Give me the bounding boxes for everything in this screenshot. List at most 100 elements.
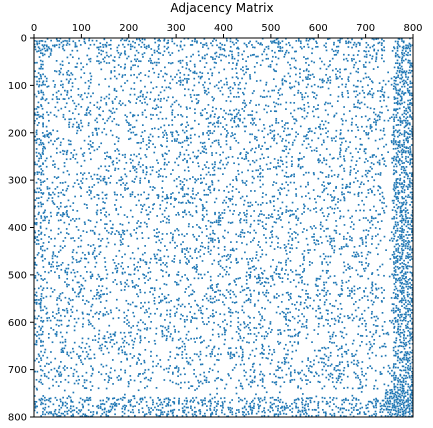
matrix-entry-dot — [34, 223, 37, 225]
matrix-entry-dot — [319, 299, 321, 301]
matrix-entry-dot — [105, 277, 108, 280]
matrix-entry-dot — [100, 49, 103, 52]
matrix-entry-dot — [128, 40, 131, 43]
matrix-entry-dot — [341, 137, 343, 140]
y-tick-label: 600 — [8, 318, 27, 329]
matrix-entry-dot — [355, 251, 358, 254]
matrix-entry-dot — [405, 243, 407, 245]
matrix-entry-dot — [187, 193, 189, 196]
matrix-entry-dot — [209, 221, 212, 224]
matrix-entry-dot — [36, 43, 39, 46]
matrix-entry-dot — [371, 243, 373, 245]
matrix-entry-dot — [307, 143, 310, 146]
matrix-entry-dot — [295, 195, 298, 197]
matrix-entry-dot — [123, 214, 126, 216]
matrix-entry-dot — [74, 78, 77, 80]
matrix-entry-dot — [177, 114, 179, 116]
matrix-entry-dot — [361, 175, 364, 178]
matrix-entry-dot — [259, 95, 262, 98]
matrix-entry-dot — [255, 104, 257, 107]
matrix-entry-dot — [319, 223, 322, 226]
matrix-entry-dot — [225, 157, 228, 160]
matrix-entry-dot — [393, 216, 396, 218]
matrix-entry-dot — [35, 148, 38, 150]
matrix-entry-dot — [183, 157, 186, 160]
matrix-entry-dot — [371, 156, 374, 158]
matrix-entry-dot — [407, 147, 410, 150]
matrix-entry-dot — [397, 193, 400, 195]
matrix-entry-dot — [218, 221, 220, 224]
matrix-entry-dot — [166, 249, 168, 251]
matrix-entry-dot — [130, 161, 132, 164]
matrix-entry-dot — [346, 59, 349, 62]
matrix-entry-dot — [409, 217, 411, 220]
matrix-entry-dot — [399, 81, 402, 84]
matrix-entry-dot — [116, 193, 118, 196]
matrix-entry-dot — [375, 295, 377, 297]
matrix-entry-dot — [257, 169, 259, 172]
matrix-entry-dot — [394, 55, 397, 58]
matrix-entry-dot — [279, 46, 281, 48]
matrix-entry-dot — [113, 262, 116, 264]
matrix-entry-dot — [409, 159, 412, 162]
matrix-entry-dot — [107, 241, 110, 244]
matrix-entry-dot — [124, 285, 126, 288]
matrix-entry-dot — [58, 207, 60, 210]
matrix-entry-dot — [35, 191, 38, 194]
matrix-entry-dot — [408, 256, 411, 258]
matrix-entry-dot — [379, 96, 382, 98]
matrix-entry-dot — [37, 252, 40, 254]
matrix-entry-dot — [321, 212, 324, 214]
matrix-entry-dot — [289, 260, 292, 262]
matrix-entry-dot — [245, 157, 248, 160]
matrix-entry-dot — [167, 39, 170, 42]
matrix-entry-dot — [394, 187, 397, 190]
matrix-entry-dot — [295, 210, 297, 212]
matrix-entry-dot — [275, 119, 278, 122]
matrix-entry-dot — [349, 141, 351, 144]
matrix-entry-dot — [289, 67, 292, 70]
matrix-entry-dot — [267, 214, 270, 216]
matrix-entry-dot — [89, 60, 92, 63]
matrix-entry-dot — [410, 197, 413, 200]
matrix-entry-dot — [152, 293, 154, 296]
matrix-entry-dot — [331, 245, 333, 247]
matrix-entry-dot — [231, 249, 234, 252]
matrix-entry-dot — [357, 129, 360, 132]
matrix-entry-dot — [180, 114, 182, 116]
matrix-entry-dot — [223, 212, 226, 214]
matrix-entry-dot — [142, 305, 144, 308]
matrix-entry-dot — [42, 73, 44, 76]
matrix-entry-dot — [68, 40, 71, 42]
matrix-entry-dot — [404, 299, 407, 302]
matrix-entry-dot — [57, 137, 60, 140]
matrix-entry-dot — [137, 247, 140, 250]
matrix-entry-dot — [261, 175, 264, 178]
matrix-entry-dot — [346, 185, 349, 188]
matrix-entry-dot — [383, 96, 385, 98]
matrix-entry-dot — [401, 285, 404, 288]
matrix-entry-dot — [207, 104, 210, 106]
matrix-entry-dot — [277, 275, 280, 278]
matrix-entry-dot — [356, 106, 359, 109]
matrix-entry-dot — [399, 88, 401, 91]
matrix-entry-dot — [134, 267, 136, 270]
matrix-entry-dot — [145, 96, 148, 98]
matrix-entry-dot — [47, 197, 50, 200]
matrix-entry-dot — [297, 165, 300, 168]
matrix-entry-dot — [225, 135, 228, 138]
matrix-entry-dot — [383, 60, 385, 63]
matrix-entry-dot — [285, 108, 287, 110]
matrix-entry-dot — [134, 195, 136, 198]
matrix-entry-dot — [52, 191, 54, 194]
matrix-entry-dot — [285, 259, 288, 262]
matrix-entry-dot — [46, 247, 49, 250]
matrix-entry-dot — [146, 148, 148, 151]
matrix-entry-dot — [247, 55, 249, 58]
matrix-entry-dot — [196, 303, 198, 306]
matrix-entry-dot — [309, 38, 311, 41]
matrix-entry-dot — [68, 223, 71, 226]
matrix-entry-dot — [397, 76, 399, 78]
matrix-entry-dot — [34, 135, 37, 138]
matrix-entry-dot — [358, 186, 361, 188]
